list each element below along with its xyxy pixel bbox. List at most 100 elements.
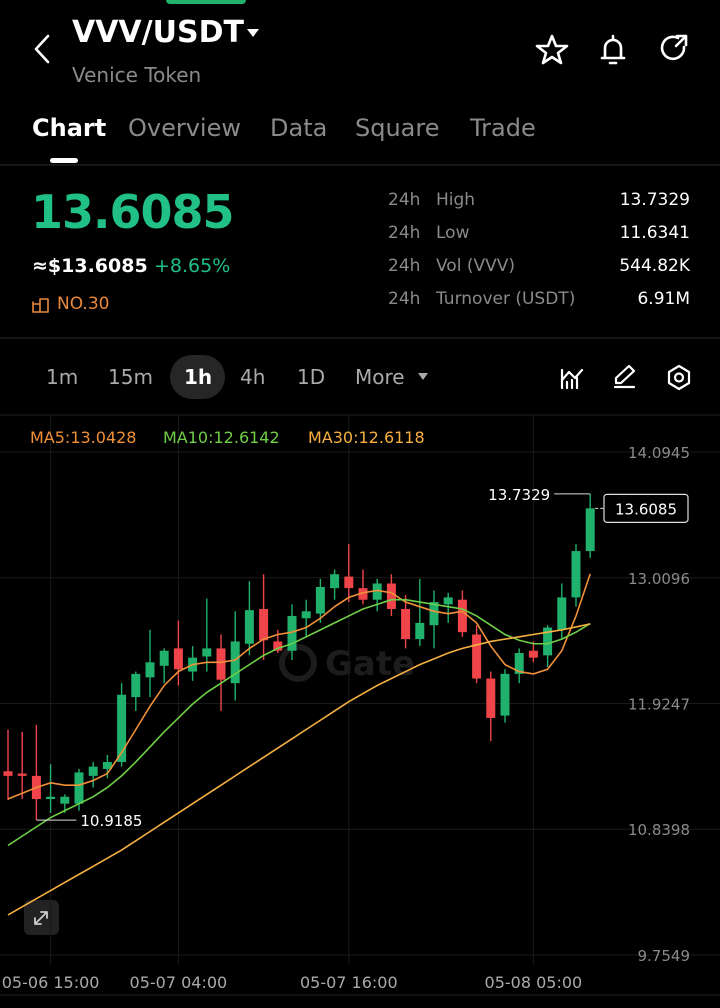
ma-line bbox=[7, 623, 591, 916]
stat-value: 13.7329 bbox=[619, 190, 690, 210]
candle-body bbox=[486, 678, 496, 718]
rank: NO.30 bbox=[57, 294, 110, 314]
draw-icon[interactable] bbox=[613, 364, 636, 389]
y-tick-label: 13.0096 bbox=[628, 570, 690, 588]
active-interval-pill bbox=[170, 355, 225, 399]
x-tick-label: 05-08 05:00 bbox=[485, 973, 583, 992]
ma-line bbox=[7, 573, 591, 800]
active-tab-indicator bbox=[50, 158, 78, 163]
ma-line bbox=[7, 598, 591, 847]
candle-body bbox=[358, 588, 368, 600]
y-tick-label: 14.0945 bbox=[628, 444, 690, 462]
candle-body bbox=[472, 634, 482, 679]
candle-body bbox=[500, 673, 510, 716]
candle-body bbox=[287, 615, 297, 651]
tab[interactable]: Overview bbox=[128, 114, 241, 142]
y-tick-label: 11.9247 bbox=[628, 695, 690, 713]
interval[interactable]: 1h bbox=[184, 365, 213, 389]
tab[interactable]: Data bbox=[270, 114, 328, 142]
candle-body bbox=[315, 586, 325, 614]
candle-body bbox=[259, 608, 269, 641]
candle-body bbox=[117, 694, 127, 762]
candle-body bbox=[230, 641, 240, 684]
tab[interactable]: Trade bbox=[470, 114, 536, 142]
tab[interactable]: Square bbox=[355, 114, 440, 142]
alert-icon[interactable] bbox=[600, 34, 626, 65]
fullscreen-icon bbox=[34, 911, 48, 925]
interval[interactable]: More bbox=[355, 365, 405, 389]
interval[interactable]: 4h bbox=[240, 365, 266, 389]
last-price-box bbox=[603, 493, 689, 523]
candle-body bbox=[344, 576, 354, 589]
x-tick-label: 05-07 16:00 bbox=[300, 973, 398, 992]
candle-body bbox=[401, 608, 411, 640]
stat-label: Low bbox=[436, 223, 470, 243]
candle-body bbox=[88, 766, 98, 776]
candle-body bbox=[585, 508, 595, 552]
token-name: Venice Token bbox=[72, 63, 202, 87]
dropdown-icon[interactable] bbox=[247, 29, 259, 37]
stat-value: 6.91M bbox=[637, 289, 690, 309]
last-price: 13.6085 bbox=[31, 185, 235, 239]
candle-body bbox=[244, 610, 254, 644]
more-dropdown-icon[interactable] bbox=[418, 373, 428, 380]
stat-period: 24h bbox=[388, 289, 421, 309]
pair-title[interactable]: VVV/USDT bbox=[72, 15, 244, 50]
interval[interactable]: 15m bbox=[108, 365, 153, 389]
favorite-icon[interactable] bbox=[535, 34, 569, 65]
y-tick-label: 10.8398 bbox=[628, 821, 690, 839]
interval[interactable]: 1m bbox=[46, 365, 79, 389]
candle-body bbox=[415, 622, 425, 640]
candle-body bbox=[159, 650, 169, 666]
candle-body bbox=[443, 597, 453, 605]
candle-body bbox=[17, 773, 27, 776]
candle-body bbox=[429, 602, 439, 626]
candle-body bbox=[131, 673, 141, 698]
usd-price: ≈$13.6085 bbox=[32, 255, 148, 277]
ma-label: MA10:12.6142 bbox=[163, 428, 280, 447]
rank-icon bbox=[32, 298, 49, 313]
stat-label: Vol (VVV) bbox=[436, 256, 515, 276]
candle-body bbox=[372, 583, 382, 600]
indicator-icon[interactable] bbox=[560, 368, 584, 390]
tab[interactable]: Chart bbox=[32, 114, 107, 142]
candle-body bbox=[571, 551, 581, 598]
ma-label: MA30:12.6118 bbox=[308, 428, 425, 447]
candle-body bbox=[301, 611, 311, 619]
watermark: Gate bbox=[325, 644, 415, 684]
stat-label: Turnover (USDT) bbox=[436, 289, 576, 309]
x-tick-label: 05-06 15:00 bbox=[2, 973, 100, 992]
ma-label: MA5:13.0428 bbox=[30, 428, 136, 447]
candle-body bbox=[173, 648, 183, 670]
candle-body bbox=[514, 653, 524, 674]
high-label: 13.7329 bbox=[488, 486, 550, 504]
candle-body bbox=[330, 574, 340, 589]
candle-body bbox=[386, 583, 396, 609]
candle-body bbox=[3, 771, 13, 776]
price-change: +8.65% bbox=[154, 255, 231, 277]
candle-body bbox=[202, 648, 212, 657]
candle-body bbox=[74, 772, 84, 804]
back-icon[interactable] bbox=[34, 34, 50, 64]
candle-body bbox=[102, 761, 112, 769]
interval[interactable]: 1D bbox=[297, 365, 326, 389]
candle-body bbox=[557, 597, 567, 630]
y-tick-label: 9.7549 bbox=[638, 947, 691, 965]
low-label: 10.9185 bbox=[80, 812, 142, 830]
share-icon[interactable] bbox=[660, 34, 688, 61]
stat-period: 24h bbox=[388, 190, 421, 210]
candle-body bbox=[273, 641, 283, 651]
stat-label: High bbox=[436, 190, 476, 210]
stat-period: 24h bbox=[388, 223, 421, 243]
candle-body bbox=[46, 796, 56, 800]
candle-body bbox=[543, 627, 553, 656]
settings-icon[interactable] bbox=[667, 364, 691, 391]
stat-value: 544.82K bbox=[619, 256, 690, 276]
x-tick-label: 05-07 04:00 bbox=[130, 973, 228, 992]
settings-icon-dot bbox=[673, 372, 685, 383]
stat-value: 11.6341 bbox=[619, 223, 690, 243]
candle-body bbox=[528, 650, 538, 658]
status-indicator bbox=[166, 0, 246, 4]
